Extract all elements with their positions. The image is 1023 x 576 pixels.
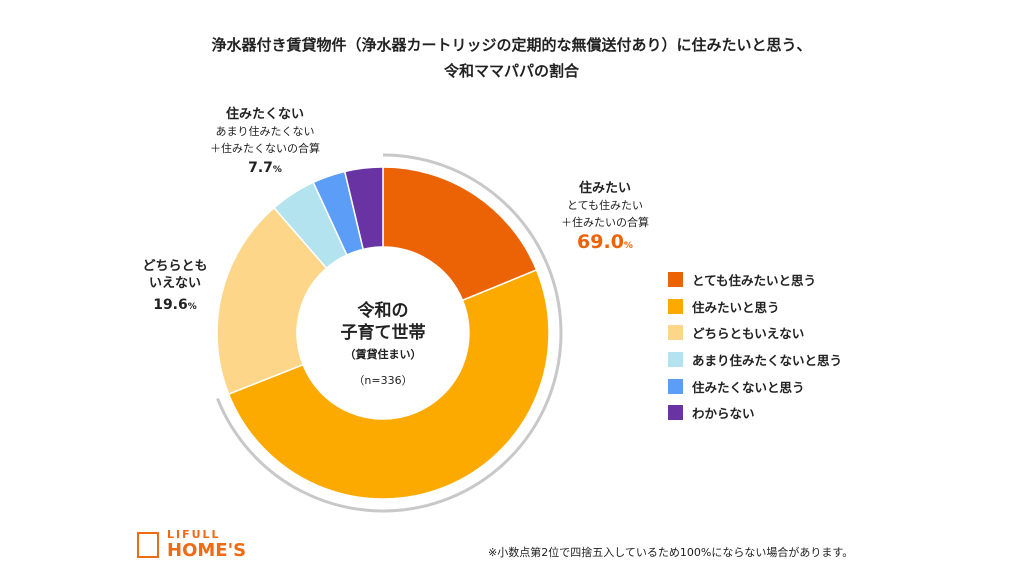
legend-swatch xyxy=(668,271,683,287)
legend-item: 住みたいと思う xyxy=(668,293,842,320)
legend-swatch xyxy=(668,351,683,367)
legend-label: どちらともいえない xyxy=(692,326,805,342)
legend: とても住みたいと思う 住みたいと思うどちらともいえないあまり住みたくないと思う 住み… xyxy=(668,266,842,426)
house-icon xyxy=(137,532,159,558)
legend-swatch xyxy=(668,325,683,341)
legend-item: わからない xyxy=(668,399,842,426)
callout-want: 住みたい とても住みたい ＋住みたいの合算 69.0% xyxy=(561,181,649,253)
slice-5 xyxy=(343,166,384,251)
legend-swatch xyxy=(668,298,683,314)
slice-2 xyxy=(216,206,328,396)
slice-1 xyxy=(227,268,550,500)
legend-item: とても住みたいと思う xyxy=(668,266,842,293)
footnote: ※小数点第2位で四捨五入しているため100%にならない場合があります。 xyxy=(488,546,854,559)
chart-title: 浄水器付き賃貸物件（浄水器カートリッジの定期的な無償送付あり）に住みたいと思う、… xyxy=(211,36,812,80)
legend-label: 住みたいと思う xyxy=(692,299,780,315)
legend-item: 住みたくないと思う xyxy=(668,373,842,400)
slice-0 xyxy=(382,166,538,302)
legend-swatch xyxy=(668,405,683,421)
callout-not: 住みたくない あまり住みたくない ＋住みたくないの合算 7.7% xyxy=(210,107,320,176)
highlight-arc xyxy=(216,153,563,513)
legend-label: あまり住みたくないと思う xyxy=(692,352,843,368)
callout-neutral: どちらとも いえない 19.6% xyxy=(142,259,208,313)
legend-label: 住みたくないと思う xyxy=(692,379,805,395)
legend-item: どちらともいえない xyxy=(668,319,842,346)
legend-label: わからない xyxy=(692,406,755,422)
legend-label: とても住みたいと思う xyxy=(692,272,817,288)
legend-item: あまり住みたくないと思う xyxy=(668,346,842,373)
legend-swatch xyxy=(668,378,683,394)
center-label: 令和の 子育て世帯 （賃貸住まい） （n=336） xyxy=(340,301,426,387)
